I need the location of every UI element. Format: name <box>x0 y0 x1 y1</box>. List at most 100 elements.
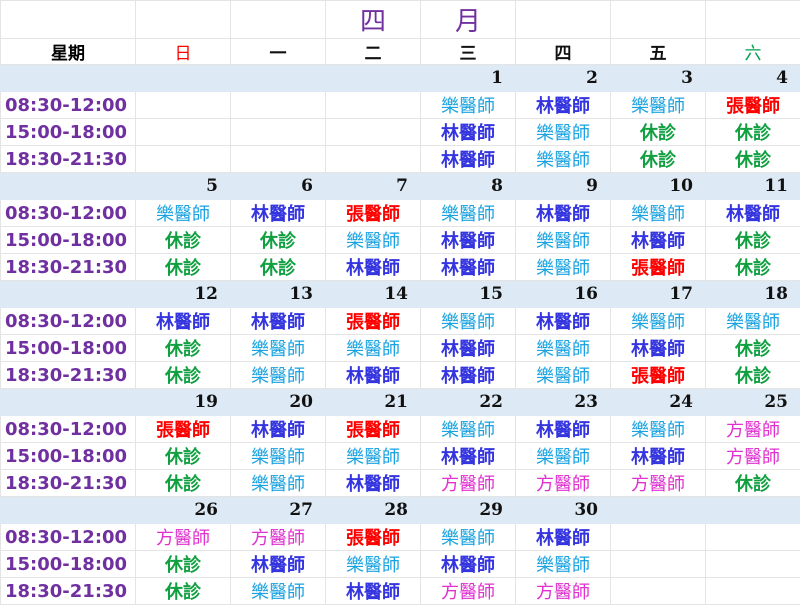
time-slot-label: 08:30-12:00 <box>1 92 136 119</box>
date-cell: 10 <box>611 173 706 200</box>
schedule-cell: 樂醫師 <box>136 200 231 227</box>
schedule-cell: 林醫師 <box>516 524 611 551</box>
schedule-cell: 林醫師 <box>326 362 421 389</box>
weekday-label: 星期 <box>1 39 136 65</box>
date-cell <box>136 65 231 92</box>
time-slot-label: 08:30-12:00 <box>1 200 136 227</box>
schedule-cell: 林醫師 <box>421 146 516 173</box>
schedule-cell: 樂醫師 <box>421 416 516 443</box>
date-cell: 9 <box>516 173 611 200</box>
schedule-cell: 休診 <box>231 254 326 281</box>
date-cell: 20 <box>231 389 326 416</box>
schedule-cell: 樂醫師 <box>231 335 326 362</box>
time-slot-label: 18:30-21:30 <box>1 578 136 605</box>
schedule-cell: 樂醫師 <box>421 200 516 227</box>
date-cell: 11 <box>706 173 800 200</box>
schedule-cell: 休診 <box>136 254 231 281</box>
date-cell: 24 <box>611 389 706 416</box>
schedule-cell: 張醫師 <box>326 308 421 335</box>
date-cell: 14 <box>326 281 421 308</box>
schedule-cell: 休診 <box>706 119 800 146</box>
date-cell: 21 <box>326 389 421 416</box>
schedule-cell: 方醫師 <box>421 470 516 497</box>
schedule-cell: 樂醫師 <box>231 578 326 605</box>
schedule-cell: 樂醫師 <box>231 470 326 497</box>
schedule-cell: 林醫師 <box>421 443 516 470</box>
weekday-header: 三 <box>421 39 516 65</box>
schedule-cell: 樂醫師 <box>611 92 706 119</box>
schedule-cell: 樂醫師 <box>706 308 800 335</box>
empty-cell <box>231 92 326 119</box>
date-cell: 15 <box>421 281 516 308</box>
date-cell: 6 <box>231 173 326 200</box>
schedule-cell: 樂醫師 <box>516 119 611 146</box>
schedule-cell: 張醫師 <box>611 254 706 281</box>
date-cell <box>231 65 326 92</box>
schedule-cell: 林醫師 <box>326 254 421 281</box>
time-slot-label: 08:30-12:00 <box>1 524 136 551</box>
schedule-cell: 張醫師 <box>136 416 231 443</box>
schedule-cell: 林醫師 <box>611 227 706 254</box>
schedule-cell: 方醫師 <box>231 524 326 551</box>
schedule-cell: 林醫師 <box>231 416 326 443</box>
date-cell: 27 <box>231 497 326 524</box>
date-cell: 4 <box>706 65 800 92</box>
schedule-cell: 休診 <box>706 146 800 173</box>
weekday-header: 五 <box>611 39 706 65</box>
schedule-cell: 方醫師 <box>136 524 231 551</box>
schedule-cell: 林醫師 <box>516 416 611 443</box>
schedule-cell: 休診 <box>611 146 706 173</box>
schedule-cell: 林醫師 <box>231 308 326 335</box>
date-cell: 3 <box>611 65 706 92</box>
date-cell: 1 <box>421 65 516 92</box>
time-slot-label: 15:00-18:00 <box>1 227 136 254</box>
empty-cell <box>706 551 800 578</box>
date-cell: 18 <box>706 281 800 308</box>
schedule-cell: 休診 <box>706 335 800 362</box>
date-cell: 28 <box>326 497 421 524</box>
schedule-cell: 張醫師 <box>326 416 421 443</box>
date-cell: 5 <box>136 173 231 200</box>
date-cell <box>706 497 800 524</box>
schedule-cell: 樂醫師 <box>326 335 421 362</box>
weekday-header: 六 <box>706 39 800 65</box>
weekday-header: 二 <box>326 39 421 65</box>
empty-cell <box>231 146 326 173</box>
date-cell: 12 <box>136 281 231 308</box>
schedule-cell: 張醫師 <box>611 362 706 389</box>
weekday-header: 四 <box>516 39 611 65</box>
date-cell: 23 <box>516 389 611 416</box>
schedule-cell: 休診 <box>136 470 231 497</box>
time-slot-label: 15:00-18:00 <box>1 335 136 362</box>
schedule-cell: 樂醫師 <box>611 200 706 227</box>
schedule-cell: 張醫師 <box>326 200 421 227</box>
schedule-cell: 樂醫師 <box>516 146 611 173</box>
schedule-cell: 樂醫師 <box>516 335 611 362</box>
date-cell: 2 <box>516 65 611 92</box>
empty-cell <box>611 551 706 578</box>
schedule-cell: 方醫師 <box>516 578 611 605</box>
empty-cell <box>326 92 421 119</box>
time-slot-label: 08:30-12:00 <box>1 416 136 443</box>
schedule-cell: 方醫師 <box>611 470 706 497</box>
schedule-cell: 林醫師 <box>421 335 516 362</box>
date-cell: 22 <box>421 389 516 416</box>
schedule-cell: 休診 <box>136 335 231 362</box>
schedule-cell: 林醫師 <box>421 119 516 146</box>
time-slot-label: 18:30-21:30 <box>1 146 136 173</box>
empty-cell <box>326 146 421 173</box>
schedule-cell: 休診 <box>136 551 231 578</box>
schedule-cell: 休診 <box>136 227 231 254</box>
empty-cell <box>706 578 800 605</box>
